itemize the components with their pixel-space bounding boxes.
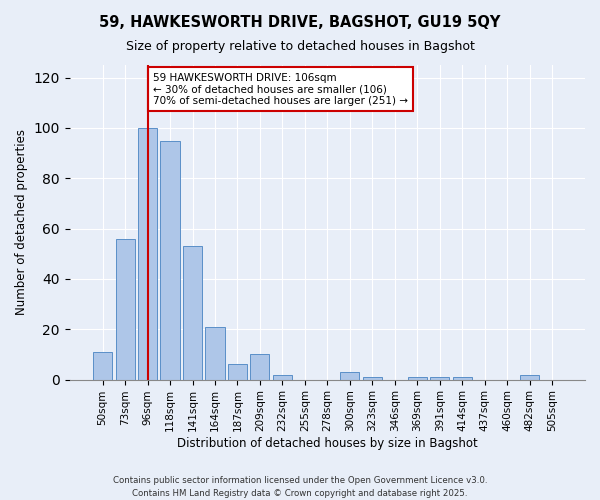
Bar	[138, 128, 157, 380]
Bar	[520, 374, 539, 380]
X-axis label: Distribution of detached houses by size in Bagshot: Distribution of detached houses by size …	[177, 437, 478, 450]
Bar	[205, 326, 224, 380]
Text: Contains public sector information licensed under the Open Government Licence v3: Contains public sector information licen…	[113, 476, 487, 485]
Bar	[363, 377, 382, 380]
Bar	[340, 372, 359, 380]
Bar	[160, 140, 179, 380]
Text: Size of property relative to detached houses in Bagshot: Size of property relative to detached ho…	[125, 40, 475, 53]
Bar	[452, 377, 472, 380]
Y-axis label: Number of detached properties: Number of detached properties	[15, 130, 28, 316]
Bar	[407, 377, 427, 380]
Bar	[430, 377, 449, 380]
Bar	[250, 354, 269, 380]
Bar	[228, 364, 247, 380]
Bar	[183, 246, 202, 380]
Bar	[93, 352, 112, 380]
Bar	[273, 374, 292, 380]
Text: Contains HM Land Registry data © Crown copyright and database right 2025.: Contains HM Land Registry data © Crown c…	[132, 488, 468, 498]
Bar	[116, 238, 134, 380]
Text: 59, HAWKESWORTH DRIVE, BAGSHOT, GU19 5QY: 59, HAWKESWORTH DRIVE, BAGSHOT, GU19 5QY	[100, 15, 500, 30]
Text: 59 HAWKESWORTH DRIVE: 106sqm
← 30% of detached houses are smaller (106)
70% of s: 59 HAWKESWORTH DRIVE: 106sqm ← 30% of de…	[153, 72, 408, 106]
